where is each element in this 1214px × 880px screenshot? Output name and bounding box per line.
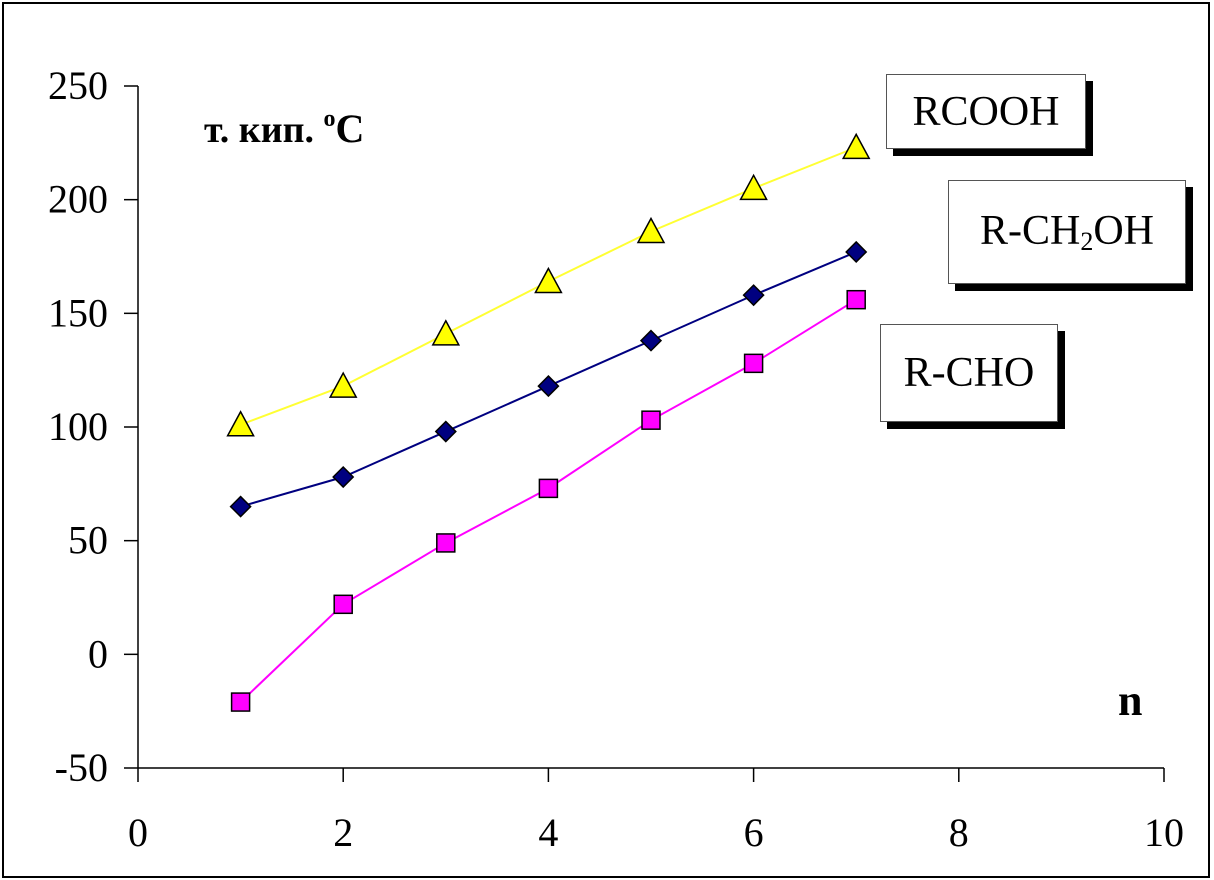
legend-rcooh: RCOOH	[886, 74, 1086, 149]
data-point-diamond	[537, 375, 560, 398]
x-tick-label: 6	[744, 810, 764, 855]
series-rcooh	[226, 132, 871, 437]
legend-r-ch2oh: R-CH2OH	[948, 180, 1186, 284]
data-point-triangle	[328, 371, 358, 398]
data-point-triangle	[226, 410, 255, 437]
series-line	[239, 298, 857, 703]
data-point-triangle	[636, 216, 666, 244]
y-tick-label: 50	[68, 518, 108, 563]
x-axis-label: n	[1118, 676, 1142, 725]
data-point-square	[230, 692, 251, 712]
x-tick-label: 4	[538, 810, 558, 855]
y-tick-label: 0	[88, 631, 108, 676]
data-point-diamond	[332, 465, 355, 489]
data-point-diamond	[639, 329, 663, 352]
data-point-square	[538, 478, 559, 499]
y-tick-label: 200	[48, 177, 108, 222]
data-point-diamond	[229, 495, 252, 518]
legend-r-ch2oh-label: R-CH2OH	[979, 208, 1155, 256]
legend-r-cho: R-CHO	[880, 324, 1058, 422]
y-tick-label: 100	[48, 404, 108, 449]
data-point-triangle	[841, 132, 871, 160]
x-tick-label: 0	[128, 810, 148, 855]
y-axis-label: т. кип. оC	[204, 106, 364, 151]
data-point-diamond	[742, 284, 765, 307]
legend-r-cho-label: R-CHO	[903, 350, 1035, 396]
data-point-square	[436, 533, 456, 553]
data-point-square	[333, 594, 353, 615]
data-point-diamond	[434, 420, 457, 443]
x-tick-label: 10	[1144, 810, 1184, 855]
series-r-ch2oh	[229, 240, 868, 518]
y-tick-label: -50	[55, 745, 108, 790]
series-r-cho	[230, 289, 866, 712]
data-point-square	[846, 289, 866, 310]
data-point-triangle	[739, 173, 768, 201]
axes: 250 200 150 100 50 0 -50 0 2 4 6 8 10	[48, 63, 1184, 855]
data-point-square	[743, 353, 764, 374]
legend-rcooh-label: RCOOH	[912, 88, 1060, 135]
data-point-triangle	[534, 266, 563, 294]
y-tick-label: 250	[48, 63, 108, 108]
x-tick-label: 2	[333, 810, 353, 855]
data-point-diamond	[845, 240, 868, 264]
data-point-square	[641, 410, 661, 430]
y-tick-label: 150	[48, 290, 108, 335]
x-tick-label: 8	[949, 810, 969, 855]
series-layer	[226, 132, 871, 712]
data-point-triangle	[431, 319, 461, 346]
